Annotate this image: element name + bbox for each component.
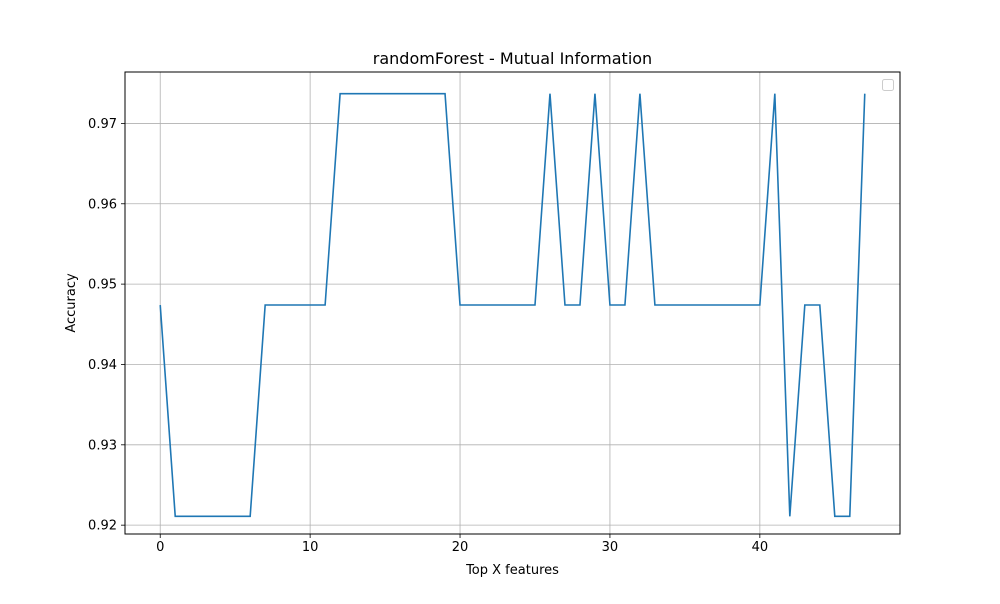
x-axis-ticks: 0 10 20 30 40 (156, 534, 768, 555)
plot-frame (124, 71, 901, 535)
x-axis-label: Top X features (465, 563, 559, 578)
y-tick-label: 0.95 (88, 278, 117, 293)
y-tick-label: 0.93 (88, 438, 117, 453)
x-tick-label: 30 (602, 540, 619, 555)
series-layer (159, 92, 866, 518)
y-axis-label: Accuracy (64, 273, 79, 333)
x-tick-label: 10 (302, 540, 319, 555)
plot-background (125, 72, 900, 534)
x-tick-label: 0 (156, 540, 164, 555)
y-axis-ticks: 0.92 0.93 0.94 0.95 0.96 0.97 (88, 117, 125, 534)
x-tick-label: 20 (452, 540, 469, 555)
y-tick-label: 0.94 (88, 358, 117, 373)
y-tick-label: 0.97 (88, 117, 117, 132)
accuracy-series-line (159, 92, 866, 518)
chart-title: randomForest - Mutual Information (373, 49, 652, 68)
y-tick-label: 0.96 (88, 197, 117, 212)
y-tick-label: 0.92 (88, 519, 117, 534)
legend-box (882, 79, 894, 91)
x-tick-label: 40 (752, 540, 769, 555)
